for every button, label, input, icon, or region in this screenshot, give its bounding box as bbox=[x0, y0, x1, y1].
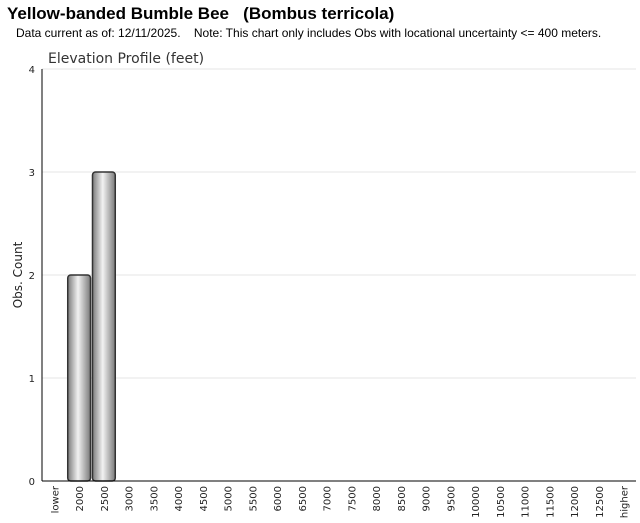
x-tick-label: 7000 bbox=[323, 486, 334, 511]
y-tick-label: 0 bbox=[29, 477, 35, 488]
x-tick-label: 10500 bbox=[496, 486, 507, 518]
y-tick-labels: 0 1 2 3 4 bbox=[29, 65, 35, 488]
y-tick-label: 4 bbox=[29, 65, 35, 76]
x-tick-label: 8500 bbox=[397, 486, 408, 511]
x-tick-label: 6000 bbox=[273, 486, 284, 511]
x-tick-label: 3500 bbox=[149, 486, 160, 511]
x-tick-label: 12000 bbox=[570, 486, 581, 518]
x-tick-label: lower bbox=[50, 485, 61, 513]
y-tick-label: 1 bbox=[29, 374, 35, 385]
x-tick-label: 7500 bbox=[347, 486, 358, 511]
axes bbox=[41, 69, 636, 482]
y-tick-label: 2 bbox=[29, 271, 35, 282]
bar-2000 bbox=[66, 274, 92, 482]
x-tick-label: 9000 bbox=[422, 486, 433, 511]
x-tick-label: 2000 bbox=[75, 486, 86, 511]
bars bbox=[66, 171, 117, 482]
page-subtitle: Data current as of: 12/11/2025. Note: Th… bbox=[16, 26, 602, 40]
x-tick-label: 10000 bbox=[471, 486, 482, 518]
x-tick-label: 11500 bbox=[545, 486, 556, 518]
x-tick-label: 4000 bbox=[174, 486, 185, 511]
bar-2500 bbox=[91, 171, 117, 482]
x-tick-label: 9500 bbox=[446, 486, 457, 511]
x-tick-label: higher bbox=[620, 485, 631, 518]
y-axis-label: Obs. Count bbox=[11, 241, 25, 308]
x-tick-label: 6500 bbox=[298, 486, 309, 511]
page-title: Yellow-banded Bumble Bee (Bombus terrico… bbox=[7, 4, 395, 23]
x-tick-label: 2500 bbox=[100, 486, 111, 511]
x-tick-labels: lower 2000 2500 3000 3500 4000 4500 5000 5500 600… bbox=[50, 485, 630, 518]
x-tick-label: 3000 bbox=[125, 486, 136, 511]
x-tick-label: 11000 bbox=[521, 486, 532, 518]
x-tick-label: 5000 bbox=[224, 486, 235, 511]
x-tick-label: 8000 bbox=[372, 486, 383, 511]
y-tick-label: 3 bbox=[29, 168, 35, 179]
x-tick-label: 4500 bbox=[199, 486, 210, 511]
grid-lines bbox=[42, 68, 636, 379]
x-tick-label: 5500 bbox=[248, 486, 259, 511]
chart-title: Elevation Profile (feet) bbox=[48, 51, 204, 67]
x-tick-label: 12500 bbox=[595, 486, 606, 518]
